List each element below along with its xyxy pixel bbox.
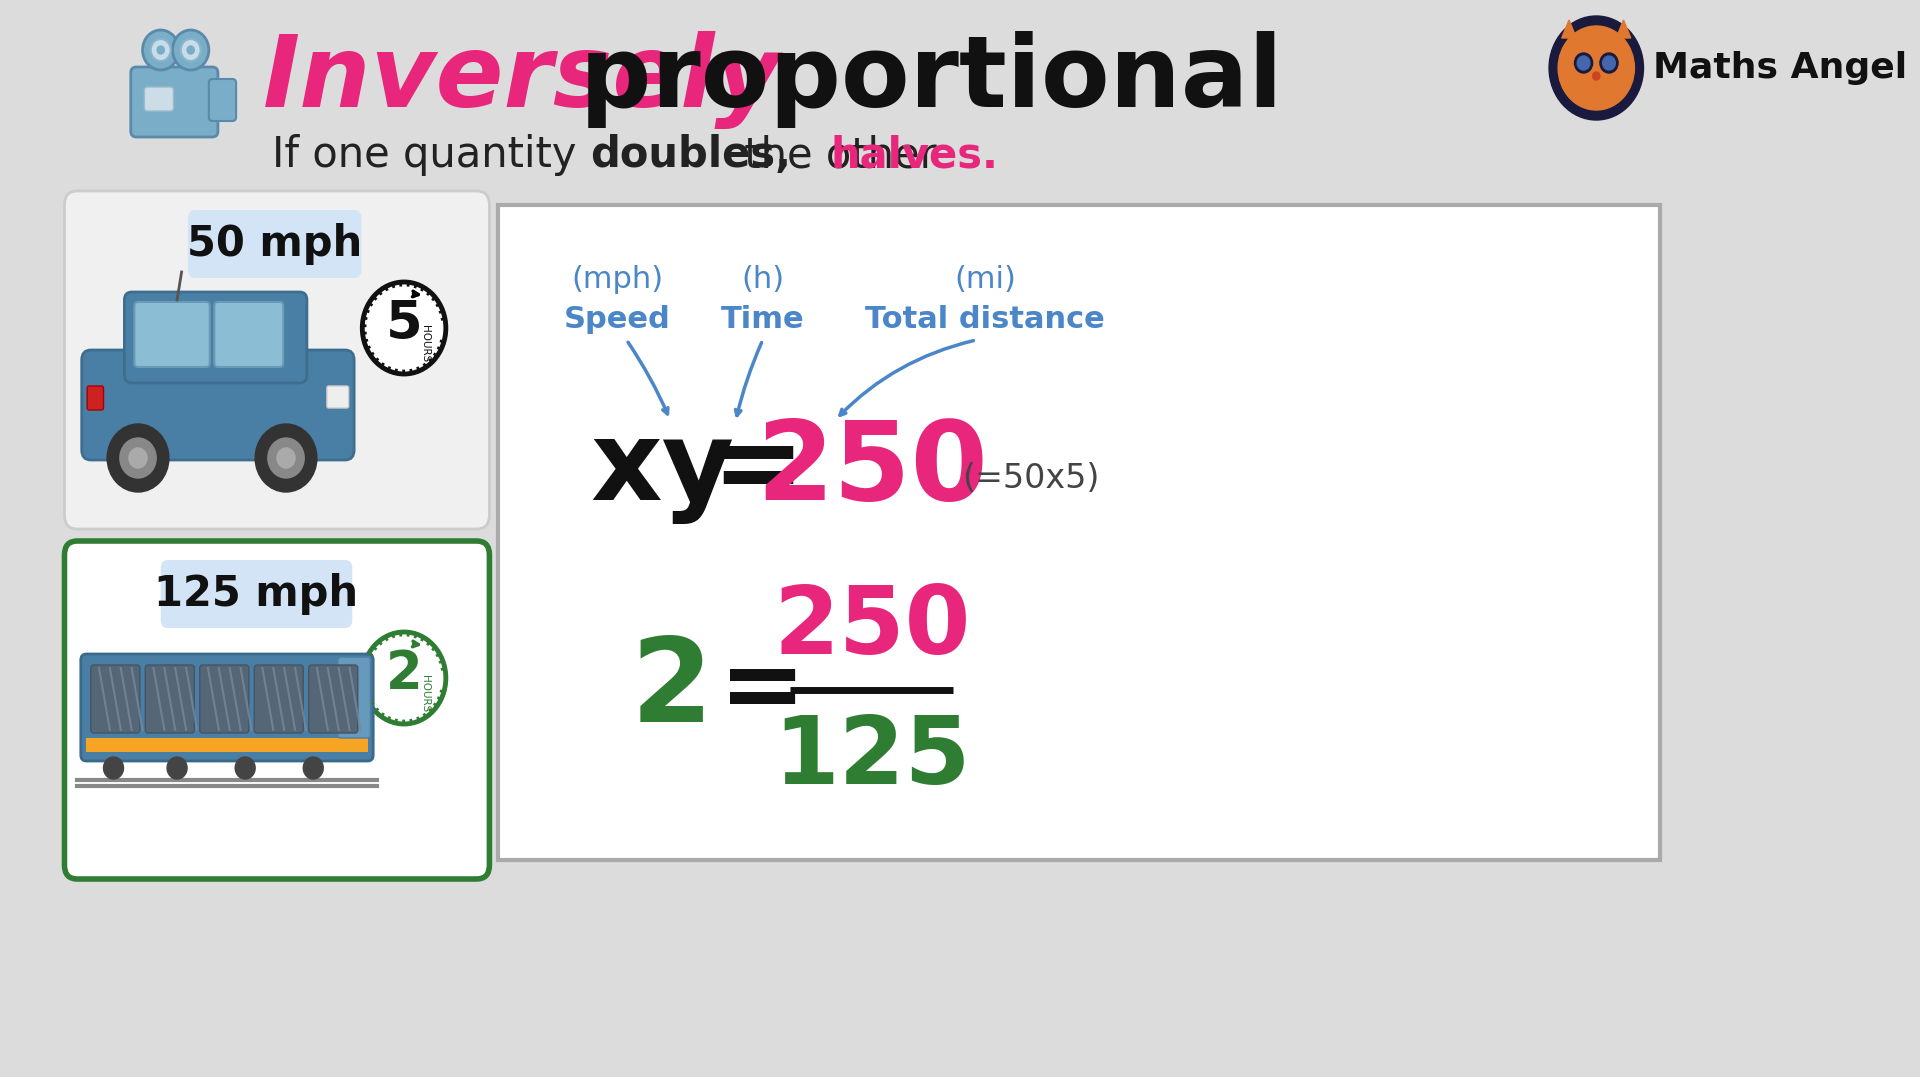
Text: HOURS: HOURS: [420, 675, 430, 713]
Text: halves.: halves.: [831, 134, 998, 176]
Circle shape: [129, 448, 148, 468]
FancyBboxPatch shape: [338, 657, 371, 738]
Circle shape: [363, 632, 445, 724]
FancyBboxPatch shape: [309, 665, 357, 733]
Circle shape: [142, 30, 179, 70]
Text: 50 mph: 50 mph: [186, 223, 361, 265]
Circle shape: [1594, 72, 1599, 80]
Circle shape: [157, 46, 165, 54]
FancyBboxPatch shape: [134, 302, 209, 367]
Circle shape: [180, 39, 202, 61]
FancyBboxPatch shape: [83, 350, 353, 460]
FancyBboxPatch shape: [90, 665, 140, 733]
Circle shape: [303, 757, 323, 779]
Polygon shape: [1617, 20, 1630, 38]
FancyBboxPatch shape: [497, 205, 1659, 861]
Text: 250: 250: [774, 582, 970, 674]
Text: 125: 125: [774, 712, 970, 805]
Circle shape: [173, 30, 209, 70]
FancyBboxPatch shape: [161, 560, 351, 628]
Circle shape: [234, 757, 255, 779]
Text: =: =: [712, 417, 804, 523]
Text: Speed: Speed: [564, 306, 670, 335]
FancyBboxPatch shape: [81, 654, 372, 761]
Text: Time: Time: [720, 306, 804, 335]
Bar: [86, 738, 369, 752]
FancyBboxPatch shape: [209, 79, 236, 121]
FancyBboxPatch shape: [144, 87, 173, 111]
FancyBboxPatch shape: [65, 191, 490, 529]
FancyBboxPatch shape: [326, 386, 349, 408]
Text: =: =: [720, 640, 806, 741]
Circle shape: [104, 757, 123, 779]
FancyBboxPatch shape: [65, 541, 490, 879]
Circle shape: [1549, 16, 1644, 120]
Circle shape: [1574, 53, 1594, 73]
Text: doubles,: doubles,: [589, 134, 791, 176]
Circle shape: [1599, 53, 1619, 73]
Text: Total distance: Total distance: [866, 306, 1106, 335]
Text: (h): (h): [741, 266, 783, 294]
Polygon shape: [1561, 20, 1576, 38]
FancyBboxPatch shape: [125, 292, 307, 383]
Circle shape: [119, 438, 156, 478]
Text: 125 mph: 125 mph: [154, 573, 359, 615]
Circle shape: [276, 448, 296, 468]
Text: If one quantity: If one quantity: [273, 134, 589, 176]
Circle shape: [167, 757, 186, 779]
FancyBboxPatch shape: [253, 665, 303, 733]
Text: xy: xy: [591, 417, 735, 523]
Text: HOURS: HOURS: [420, 325, 430, 363]
Text: proportional: proportional: [545, 31, 1283, 128]
Circle shape: [1603, 56, 1615, 70]
FancyBboxPatch shape: [188, 210, 361, 278]
Circle shape: [1559, 26, 1634, 110]
Text: 250: 250: [756, 417, 987, 523]
Circle shape: [269, 438, 303, 478]
Text: (mi): (mi): [954, 266, 1016, 294]
Text: 2: 2: [632, 632, 712, 747]
FancyBboxPatch shape: [200, 665, 250, 733]
Circle shape: [108, 424, 169, 492]
FancyBboxPatch shape: [131, 67, 219, 137]
FancyBboxPatch shape: [86, 386, 104, 410]
Text: Inversely: Inversely: [263, 31, 781, 129]
Text: (=50x5): (=50x5): [962, 462, 1100, 494]
Text: 5: 5: [386, 298, 422, 350]
Circle shape: [1576, 56, 1590, 70]
Text: Maths Angel: Maths Angel: [1653, 51, 1907, 85]
Circle shape: [363, 282, 445, 374]
Text: (mph): (mph): [572, 266, 664, 294]
Circle shape: [186, 46, 194, 54]
Text: the other: the other: [732, 134, 950, 176]
Circle shape: [152, 39, 171, 61]
Text: 2: 2: [386, 648, 422, 700]
Circle shape: [255, 424, 317, 492]
FancyBboxPatch shape: [215, 302, 284, 367]
FancyBboxPatch shape: [146, 665, 194, 733]
